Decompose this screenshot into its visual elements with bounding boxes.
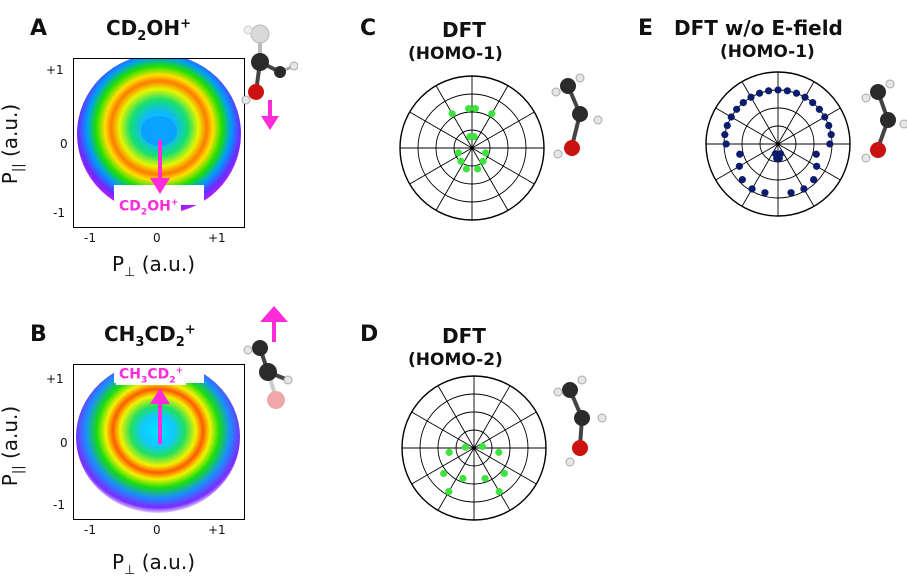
polar-dot bbox=[481, 474, 489, 483]
polar-dot bbox=[765, 87, 773, 95]
polar-dot bbox=[466, 133, 474, 141]
panel-a-ytick-mid: 0 bbox=[60, 137, 68, 151]
polar-dot bbox=[777, 150, 785, 158]
polar-plot-c bbox=[399, 75, 545, 221]
panel-e-subtitle: (HOMO-1) bbox=[720, 42, 815, 62]
polar-spoke bbox=[409, 111, 535, 185]
polar-dot bbox=[464, 104, 473, 113]
polar-dot bbox=[783, 87, 791, 95]
polar-dot bbox=[445, 488, 453, 496]
panel-b-ylabel: P|| (a.u.) bbox=[0, 405, 27, 487]
panel-d-title: DFT bbox=[442, 324, 486, 348]
panel-d-subtitle: (HOMO-2) bbox=[408, 350, 503, 370]
polar-dot bbox=[473, 165, 482, 173]
polar-dot bbox=[792, 89, 801, 97]
panel-c-label: C bbox=[360, 16, 377, 41]
panel-b-xlabel: P⊥ (a.u.) bbox=[112, 550, 195, 578]
polar-plot-e bbox=[705, 71, 851, 217]
polar-dot bbox=[481, 149, 490, 157]
panel-b-ytick-top: +1 bbox=[46, 372, 64, 386]
panel-a-overlay-label: CD2OH+ bbox=[116, 198, 182, 218]
polar-dot bbox=[739, 99, 747, 107]
panel-a-label: A bbox=[30, 16, 48, 41]
heatmap-b bbox=[73, 364, 245, 520]
arrow-up-icon bbox=[150, 388, 170, 444]
panel-b-xtick-right: +1 bbox=[208, 523, 226, 537]
panel-b-ytick-bottom: -1 bbox=[53, 498, 65, 512]
panel-b-ytick-mid: 0 bbox=[60, 436, 68, 450]
panel-a-xlabel: P⊥ (a.u.) bbox=[112, 252, 195, 280]
polar-dot bbox=[800, 185, 808, 193]
polar-dot bbox=[459, 474, 467, 483]
molecule-d-icon bbox=[553, 375, 607, 467]
polar-dot bbox=[495, 448, 503, 456]
polar-dot bbox=[826, 140, 834, 148]
polar-dot bbox=[774, 86, 782, 94]
polar-dot bbox=[748, 185, 756, 193]
panel-c-title: DFT bbox=[442, 18, 486, 42]
polar-dot bbox=[479, 157, 487, 165]
panel-b-xtick-left: -1 bbox=[84, 523, 96, 537]
polar-dot bbox=[722, 140, 730, 148]
panel-a-ytick-bottom: -1 bbox=[53, 206, 65, 220]
panel-b-overlay-label: CH3CD2+ bbox=[116, 366, 187, 386]
panel-a-xtick-left: -1 bbox=[84, 231, 96, 245]
polar-dot bbox=[812, 150, 820, 158]
panel-e-title: DFT w/o E-field bbox=[674, 16, 843, 40]
polar-dot bbox=[815, 105, 823, 113]
polar-dot bbox=[733, 105, 741, 113]
panel-b-title: CH3CD2+ bbox=[104, 322, 196, 350]
panel-e-label: E bbox=[638, 16, 654, 41]
polar-dot bbox=[457, 157, 465, 165]
panel-a-ytick-top: +1 bbox=[46, 63, 64, 77]
polar-dot bbox=[821, 113, 829, 121]
panel-b-label: B bbox=[30, 322, 47, 347]
polar-dot bbox=[755, 89, 764, 97]
polar-dot bbox=[771, 150, 779, 158]
polar-dot bbox=[488, 110, 496, 118]
polar-dot bbox=[813, 162, 821, 170]
polar-dot bbox=[735, 162, 743, 170]
polar-plot-d bbox=[401, 375, 547, 521]
panel-a-xtick-mid: 0 bbox=[153, 231, 161, 245]
molecule-a-icon bbox=[241, 24, 298, 130]
polar-dot bbox=[810, 176, 818, 184]
polar-dot bbox=[461, 443, 469, 451]
panel-d-label: D bbox=[360, 322, 379, 347]
panel-a-ylabel: P|| (a.u.) bbox=[0, 103, 27, 185]
polar-dot bbox=[440, 469, 448, 478]
polar-dot bbox=[801, 93, 809, 101]
polar-dot bbox=[478, 442, 487, 451]
molecule-c-icon bbox=[551, 73, 603, 159]
polar-dot bbox=[809, 99, 817, 107]
panel-b-xtick-mid: 0 bbox=[153, 523, 161, 537]
polar-dot bbox=[747, 93, 755, 101]
polar-dot bbox=[738, 176, 746, 184]
molecule-e-icon bbox=[861, 79, 907, 163]
panel-a-title: CD2OH+ bbox=[106, 16, 191, 44]
polar-dot bbox=[445, 448, 453, 456]
polar-dot bbox=[827, 131, 835, 139]
polar-spoke bbox=[411, 411, 537, 485]
panel-a-xtick-right: +1 bbox=[208, 231, 226, 245]
polar-dot bbox=[825, 121, 833, 130]
polar-dot bbox=[448, 110, 456, 118]
polar-dot bbox=[462, 165, 471, 173]
polar-dot bbox=[736, 150, 744, 158]
polar-dot bbox=[454, 149, 463, 157]
polar-dot bbox=[721, 131, 729, 139]
polar-dot bbox=[495, 488, 503, 496]
arrow-down-icon bbox=[150, 140, 170, 194]
molecule-b-icon bbox=[243, 306, 293, 409]
polar-dot bbox=[727, 113, 735, 121]
polar-dot bbox=[500, 469, 508, 478]
polar-dot bbox=[471, 104, 480, 113]
polar-dot bbox=[723, 121, 731, 130]
polar-dot bbox=[761, 189, 769, 197]
polar-dot bbox=[787, 189, 795, 197]
panel-c-subtitle: (HOMO-1) bbox=[408, 44, 503, 64]
